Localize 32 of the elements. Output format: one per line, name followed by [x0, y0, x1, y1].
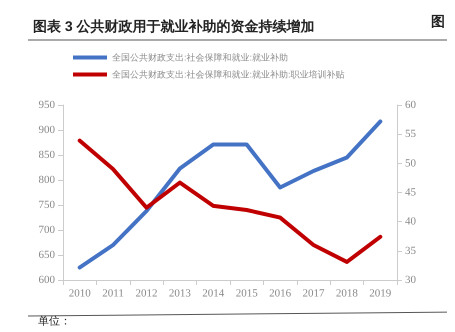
x-tick-label: 2014	[202, 288, 225, 300]
y-tick-label: 950	[38, 99, 56, 111]
y-tick-label: 900	[38, 124, 56, 136]
y2-tick-label: 35	[405, 244, 416, 257]
y-tick-label: 700	[38, 224, 56, 236]
x-tick-label: 2012	[136, 288, 158, 300]
y-tick-label: 650	[38, 249, 56, 261]
text: 图	[431, 13, 445, 29]
y2-tick-label: 55	[405, 128, 416, 140]
legend-label: 全国公共财政支出:社会保障和就业:就业补助:职业培训补贴	[112, 70, 345, 80]
y2-tick-label: 40	[405, 216, 416, 228]
y2-tick-label: 45	[405, 186, 416, 198]
line-series	[78, 120, 382, 270]
y-tick-label: 850	[38, 149, 56, 161]
y-tick-label: 750	[38, 199, 56, 211]
y-tick-label: 600	[38, 274, 56, 286]
legend-label: 全国公共财政支出:社会保障和就业:就业补助	[112, 52, 288, 62]
x-tick-label: 2017	[302, 288, 325, 300]
x-tick-label: 2015	[236, 288, 258, 300]
text: 单位：	[38, 314, 71, 328]
y2-tick-label: 30	[405, 274, 416, 286]
x-tick-label: 2019	[369, 288, 392, 300]
line-series	[78, 138, 382, 264]
x-tick-label: 2016	[269, 288, 292, 300]
chart-title: 图表 3 公共财政用于就业补助的资金持续增加	[33, 18, 315, 34]
x-tick-label: 2011	[102, 288, 124, 300]
y2-tick-label: 60	[405, 99, 416, 111]
x-tick-label: 2010	[68, 288, 92, 300]
x-tick-label: 2018	[336, 288, 358, 300]
x-tick-label: 2013	[168, 288, 192, 300]
y-tick-label: 800	[38, 174, 56, 186]
y2-tick-label: 50	[405, 157, 416, 170]
